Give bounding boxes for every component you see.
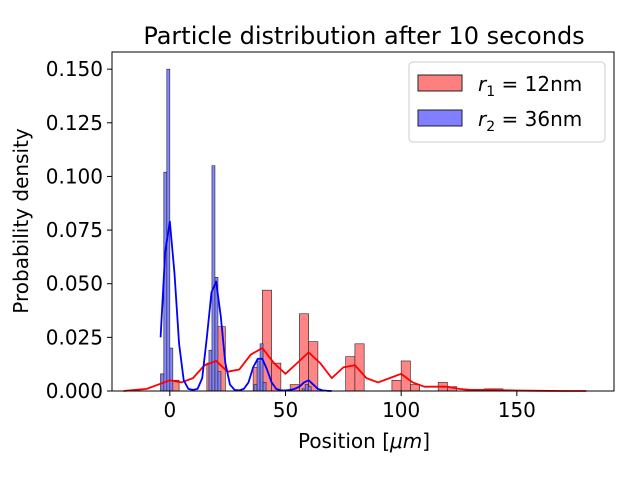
bar-series2-bin-10 bbox=[259, 343, 264, 392]
y-tick-label: 0.150 bbox=[46, 57, 103, 81]
bars-layer bbox=[160, 68, 504, 392]
kde-line-series2 bbox=[159, 220, 332, 392]
y-tick-label: 0.100 bbox=[46, 164, 103, 188]
bar-series2-bin-14 bbox=[307, 386, 312, 392]
kde-layer bbox=[123, 220, 587, 392]
bar-series1-bin-12 bbox=[391, 379, 402, 392]
y-tick-label: 0.050 bbox=[46, 272, 103, 296]
y-axis-label: Probability density bbox=[9, 128, 33, 314]
legend-label-r1: r1 = 12nm bbox=[478, 72, 582, 100]
legend-label-r2: r2 = 36nm bbox=[478, 107, 582, 135]
x-axis-ticks: 0 50 100 150 bbox=[163, 391, 536, 422]
y-tick-label: 0.025 bbox=[46, 325, 103, 349]
y-tick-label: 0.075 bbox=[46, 218, 103, 242]
x-tick-label: 50 bbox=[273, 398, 298, 422]
bar-series1-bin-8 bbox=[299, 313, 309, 392]
bar-series2-bin-13 bbox=[304, 384, 309, 392]
bar-series1-bin-14 bbox=[410, 384, 420, 392]
legend-swatch-r2 bbox=[417, 109, 463, 127]
y-tick-label: 0.125 bbox=[46, 111, 103, 135]
bar-series2-bin-9 bbox=[256, 360, 261, 392]
bar-series1-bin-5 bbox=[262, 289, 272, 392]
legend: r1 = 12nm r2 = 36nm bbox=[408, 61, 606, 143]
x-tick-label: 100 bbox=[382, 398, 420, 422]
legend-swatch-r1 bbox=[417, 74, 463, 92]
y-axis-ticks: 0.000 0.025 0.050 0.075 0.100 0.125 0.150 bbox=[46, 57, 112, 403]
bar-series2-bin-8 bbox=[253, 384, 258, 392]
y-tick-label: 0.000 bbox=[46, 379, 103, 403]
bar-series2-bin-4 bbox=[208, 349, 213, 392]
x-axis-label: Position [μm] bbox=[298, 429, 430, 453]
bar-series2-bin-3 bbox=[169, 347, 174, 392]
bar-series2-bin-5 bbox=[211, 165, 216, 392]
bar-series2-bin-11 bbox=[262, 382, 267, 392]
x-tick-label: 0 bbox=[163, 398, 176, 422]
x-tick-label: 150 bbox=[498, 398, 536, 422]
chart-title: Particle distribution after 10 seconds bbox=[143, 22, 584, 50]
bar-series1-bin-10 bbox=[345, 356, 356, 392]
bar-series2-bin-7 bbox=[217, 371, 222, 392]
plot-frame bbox=[111, 51, 615, 392]
